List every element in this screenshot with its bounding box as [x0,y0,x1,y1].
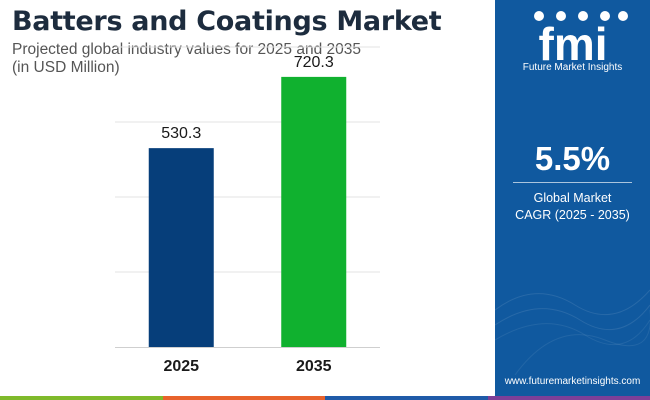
decorative-wave-pattern [495,289,650,375]
bar-2025 [148,148,214,347]
data-label-2025: 530.3 [161,125,201,142]
cagr-label-line-2: CAGR (2025 - 2035) [515,208,630,222]
bar-chart: 530.3 2025 720.3 2035 [115,46,380,375]
data-label-2035: 720.3 [294,54,334,71]
x-tick-label-2025: 2025 [163,358,199,375]
footer-stripe-segment-1 [0,396,163,400]
cagr-label-line-1: Global Market [533,191,612,205]
cagr-label: Global Market CAGR (2025 - 2035) [495,190,650,224]
page-subtitle: Projected global industry values for 202… [12,41,482,77]
footer-color-stripe [0,396,650,400]
cagr-value: 5.5% [534,140,611,177]
subtitle-line-1: Projected global industry values for 202… [12,41,361,58]
x-tick-label-2035: 2035 [296,358,332,375]
bar-2035 [281,76,347,347]
footer-stripe-segment-4 [487,396,650,400]
website-url[interactable]: www.futuremarketinsights.com [504,376,641,387]
footer-stripe-segment-3 [325,396,488,400]
page-title: Batters and Coatings Market [12,6,442,37]
cagr-divider [513,182,632,183]
footer-stripe-segment-2 [162,396,325,400]
logo-company-name: Future Market Insights [522,62,623,73]
subtitle-line-2: (in USD Million) [12,59,120,76]
fmi-logo-letters: fmi [539,18,608,62]
sidebar-panel: fmi Future Market Insights 5.5% Global M… [495,0,650,400]
fmi-logo-mark: fmi [534,11,628,62]
fmi-logo: fmi Future Market Insights [495,4,650,78]
